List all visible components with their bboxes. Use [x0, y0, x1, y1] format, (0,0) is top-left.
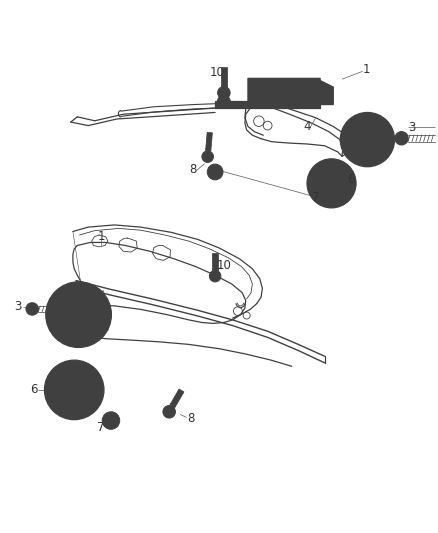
Circle shape [217, 95, 230, 109]
Text: 3: 3 [14, 300, 22, 313]
Polygon shape [220, 67, 226, 86]
Circle shape [339, 112, 394, 167]
Circle shape [26, 303, 38, 315]
Circle shape [44, 360, 104, 419]
Text: 8: 8 [187, 413, 194, 425]
Circle shape [212, 169, 218, 175]
Circle shape [212, 273, 218, 279]
Circle shape [62, 298, 95, 332]
Text: 8: 8 [189, 163, 197, 176]
Text: 10: 10 [209, 66, 224, 79]
Text: 4: 4 [303, 120, 310, 133]
Circle shape [204, 154, 210, 160]
Circle shape [107, 417, 114, 424]
Circle shape [346, 118, 388, 160]
Text: 4: 4 [60, 292, 68, 304]
Polygon shape [212, 253, 217, 270]
Circle shape [46, 282, 111, 348]
Circle shape [28, 305, 36, 313]
Circle shape [220, 90, 227, 96]
Circle shape [306, 159, 355, 208]
Text: 7: 7 [311, 191, 319, 204]
Polygon shape [247, 78, 332, 104]
Text: 7: 7 [96, 421, 104, 434]
Circle shape [353, 126, 380, 153]
Circle shape [207, 164, 223, 180]
Polygon shape [205, 132, 212, 151]
Circle shape [209, 270, 220, 282]
Circle shape [53, 289, 104, 340]
Circle shape [394, 132, 407, 145]
Circle shape [72, 309, 85, 321]
Circle shape [166, 408, 172, 415]
Text: 1: 1 [361, 63, 369, 76]
Polygon shape [215, 101, 319, 108]
Circle shape [221, 99, 226, 104]
Circle shape [201, 151, 213, 163]
Circle shape [217, 86, 230, 99]
Text: 10: 10 [216, 259, 231, 272]
Circle shape [397, 134, 405, 142]
Circle shape [102, 412, 120, 429]
Circle shape [76, 312, 81, 317]
Circle shape [362, 135, 371, 144]
Circle shape [162, 406, 175, 418]
Text: 6: 6 [346, 173, 354, 187]
Text: 6: 6 [30, 383, 37, 397]
Polygon shape [170, 389, 184, 408]
Text: 1: 1 [97, 230, 105, 243]
Text: 3: 3 [407, 121, 415, 134]
